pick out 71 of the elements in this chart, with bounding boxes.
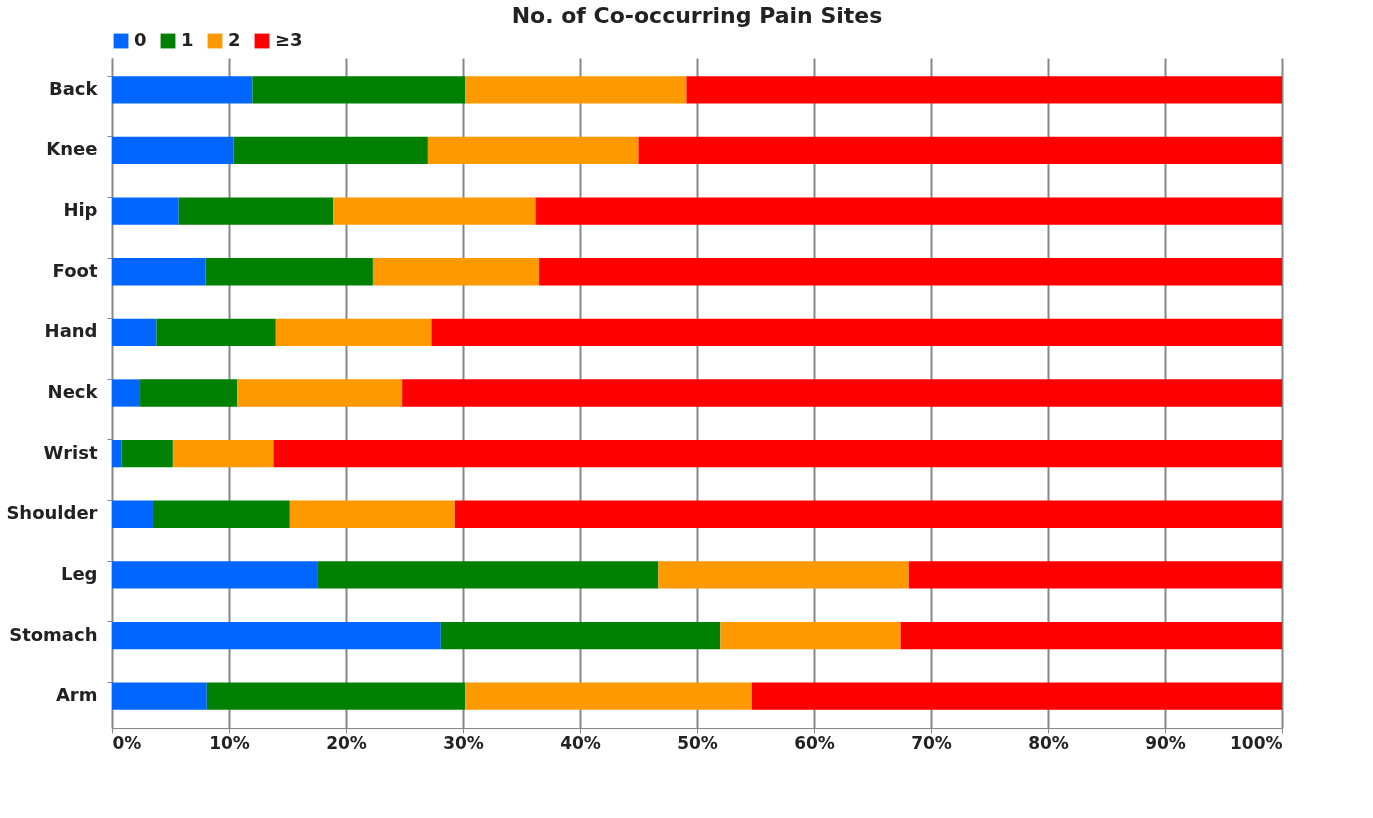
bar: [252, 76, 466, 104]
bar: [237, 379, 403, 407]
bar: [539, 258, 1282, 286]
bar: [112, 439, 122, 468]
y-tick-label: Hand: [44, 320, 98, 342]
bar: [112, 197, 179, 225]
bar: [465, 682, 752, 710]
bar: [205, 258, 373, 286]
bar: [233, 136, 428, 165]
y-tick-label: Stomach: [9, 623, 98, 645]
bar: [121, 439, 173, 468]
bar: [454, 500, 1282, 528]
bar: [333, 197, 536, 225]
bar: [140, 379, 238, 407]
bar: [289, 500, 455, 528]
bar: [720, 621, 901, 650]
bar: [900, 621, 1282, 650]
bar: [156, 318, 276, 347]
y-tick-label: Neck: [47, 381, 99, 402]
x-tick-label: 10%: [209, 732, 250, 753]
x-tick-label: 0%: [112, 732, 142, 753]
bar: [427, 136, 639, 165]
bar: [112, 318, 157, 347]
y-tick-label: Foot: [52, 259, 98, 281]
bar: [112, 379, 141, 407]
y-tick-label: Wrist: [43, 441, 98, 463]
bar: [206, 682, 466, 710]
bar: [465, 76, 687, 104]
legend-label: 0: [134, 29, 147, 50]
bar: [317, 561, 659, 589]
y-tick-label: Arm: [55, 684, 98, 706]
x-tick-label: 30%: [443, 732, 484, 753]
bar: [273, 439, 1282, 468]
bar: [686, 76, 1282, 104]
legend-label: ≥3: [275, 29, 303, 50]
y-tick-label: Knee: [46, 138, 98, 160]
bar: [440, 621, 721, 650]
x-tick-label: 40%: [560, 732, 601, 753]
bar: [112, 682, 207, 710]
bar: [638, 136, 1282, 165]
bar: [372, 258, 540, 286]
x-tick-label: 20%: [326, 732, 367, 753]
bar: [178, 197, 334, 225]
bar: [658, 561, 909, 589]
y-tick-label: Shoulder: [6, 502, 98, 524]
bar: [112, 500, 153, 528]
bar: [112, 258, 206, 286]
x-tick-label: 50%: [677, 732, 718, 753]
bar: [172, 439, 274, 468]
y-tick-label: Back: [48, 77, 99, 99]
x-tick-label: 100%: [1229, 732, 1283, 753]
bar: [402, 379, 1282, 407]
bar: [112, 621, 441, 650]
x-tick-label: 70%: [911, 732, 952, 753]
x-tick-label: 80%: [1028, 732, 1069, 753]
bar: [112, 136, 234, 165]
bar: [112, 561, 318, 589]
x-tick-label: 60%: [794, 732, 835, 753]
bar: [275, 318, 432, 347]
legend-label: 2: [228, 29, 241, 50]
legend-label: 1: [181, 29, 194, 50]
bar: [152, 500, 290, 528]
y-tick-label: Leg: [60, 562, 98, 584]
chart-title: No. of Co-occurring Pain Sites: [511, 3, 883, 28]
bar: [431, 318, 1282, 347]
y-tick-label: Hip: [63, 199, 98, 221]
x-tick-label: 90%: [1145, 732, 1186, 753]
bar: [908, 561, 1282, 589]
bar: [751, 682, 1282, 710]
bar: [112, 76, 253, 104]
bar: [535, 197, 1282, 225]
